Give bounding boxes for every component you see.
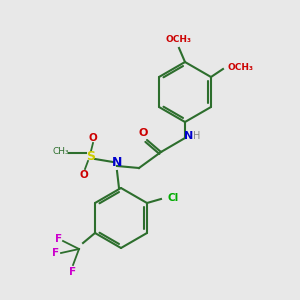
Text: CH₃: CH₃ <box>53 148 69 157</box>
Text: Cl: Cl <box>167 193 178 203</box>
Text: S: S <box>86 149 95 163</box>
Text: O: O <box>138 128 148 138</box>
Text: N: N <box>112 157 122 169</box>
Text: F: F <box>56 234 63 244</box>
Text: O: O <box>88 133 98 143</box>
Text: OCH₃: OCH₃ <box>228 62 254 71</box>
Text: N: N <box>184 131 194 141</box>
Text: F: F <box>70 267 76 277</box>
Text: OCH₃: OCH₃ <box>166 35 192 44</box>
Text: O: O <box>80 170 88 180</box>
Text: H: H <box>193 131 201 141</box>
Text: F: F <box>52 248 60 258</box>
